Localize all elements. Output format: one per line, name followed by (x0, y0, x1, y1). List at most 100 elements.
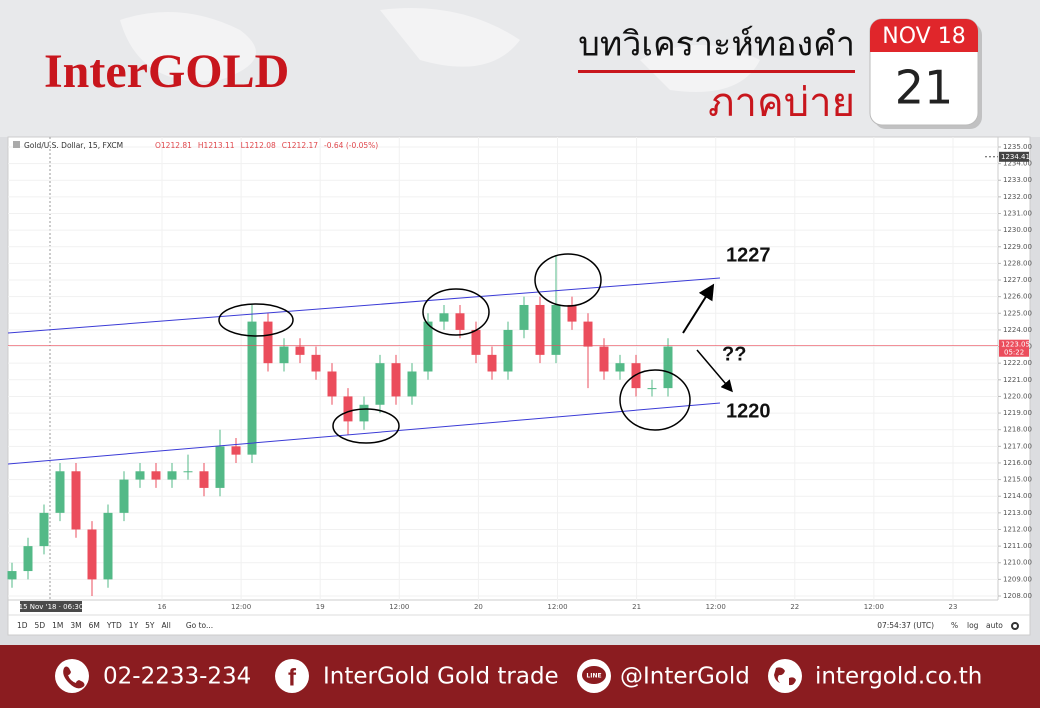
annotation: 1227 (726, 244, 771, 266)
candle-body (359, 404, 369, 422)
x-tick-label: 12:00 (231, 603, 251, 611)
x-tick-label: 12:00 (547, 603, 567, 611)
y-tick-label: 1227.00 (1003, 276, 1032, 284)
globe-icon (768, 659, 802, 693)
high-marker-label: 1234.41 (1001, 153, 1030, 161)
x-tick-label: 12:00 (389, 603, 409, 611)
ohlc-value: L1212.08 (241, 141, 276, 150)
option-button[interactable]: auto (986, 621, 1003, 630)
y-tick-label: 1217.00 (1003, 442, 1032, 450)
candle-body (231, 446, 241, 455)
arrow-up (682, 283, 715, 334)
candle-body (439, 313, 449, 322)
candle-body (391, 363, 401, 397)
candle-body (279, 346, 289, 364)
line: @InterGold (620, 664, 750, 690)
candle-body (519, 304, 529, 330)
y-tick-label: 1221.00 (1003, 376, 1032, 384)
facebook-glyph: f (288, 664, 297, 691)
candle-body (471, 329, 481, 355)
candle-body (183, 471, 193, 473)
last-price-box (999, 339, 1029, 357)
option-button[interactable]: % (951, 621, 958, 630)
annotation: ?? (722, 343, 746, 365)
candle-body (119, 479, 129, 513)
y-tick-label: 1218.00 (1003, 426, 1032, 434)
candle-body (167, 471, 177, 480)
y-tick-label: 1213.00 (1003, 509, 1032, 517)
title-underline (578, 70, 855, 73)
candle-body (407, 371, 417, 397)
range-button[interactable]: 6M (89, 621, 100, 630)
candle-body (199, 471, 209, 488)
y-tick-label: 1222.00 (1003, 359, 1032, 367)
candle-body (87, 529, 97, 580)
phone: 02-2233-234 (103, 664, 251, 690)
candle-body (7, 571, 17, 580)
range-button[interactable]: 1D (17, 621, 28, 630)
ohlc-value: -0.64 (-0.05%) (324, 141, 378, 150)
highlight-circle (218, 303, 294, 337)
facebook: InterGold Gold trade (323, 664, 559, 690)
candle-body (647, 388, 657, 390)
candle-body (327, 371, 337, 397)
range-button[interactable]: 1M (52, 621, 63, 630)
line-glyph (582, 666, 606, 684)
y-tick-label: 1210.00 (1003, 559, 1032, 567)
range-button[interactable]: YTD (106, 621, 122, 630)
channel-upper (7, 277, 721, 334)
y-tick-label: 1212.00 (1003, 525, 1032, 533)
footer (0, 645, 1040, 708)
option-button[interactable]: log (967, 621, 979, 630)
candle-body (631, 363, 641, 389)
arrow-down (696, 349, 733, 393)
candle-body (423, 321, 433, 372)
range-button[interactable]: 3M (70, 621, 81, 630)
range-button[interactable]: 5Y (145, 621, 155, 630)
phone-glyph (63, 666, 85, 689)
x-tick-label: 23 (949, 603, 958, 611)
candle-body (535, 304, 545, 355)
y-tick-label: 1232.00 (1003, 193, 1032, 201)
candle-body (295, 346, 305, 355)
candle-body (503, 329, 513, 372)
line-glyph-text: LINE (586, 673, 601, 680)
candle-body (311, 354, 321, 372)
candle-body (599, 346, 609, 372)
x-tick-label: 21 (632, 603, 641, 611)
x-tick-label: 22 (790, 603, 799, 611)
toolbar: 1D 5D 1M 3M 6M YTD 1Y 5Y All Go to... 07:54:37 (UT… (17, 621, 1019, 630)
candle-body (39, 512, 49, 547)
candle-body (343, 396, 353, 422)
chart-panel (7, 136, 1031, 636)
highlight-circle (332, 408, 400, 444)
range-button[interactable]: 1Y (129, 621, 139, 630)
range-button[interactable]: All (162, 621, 171, 630)
y-tick-label: 1220.00 (1003, 392, 1032, 400)
goto-button[interactable]: Go to... (186, 621, 213, 630)
channel-lower (7, 402, 721, 465)
candle-body (23, 546, 33, 572)
x-tick-label: 12:00 (706, 603, 726, 611)
candle-body (103, 512, 113, 580)
candle-body (263, 321, 273, 364)
clock: 07:54:37 (UTC) (877, 621, 934, 630)
y-tick-label: 1216.00 (1003, 459, 1032, 467)
y-tick-label: 1219.00 (1003, 409, 1032, 417)
symbol-icon (13, 141, 20, 148)
range-button[interactable]: 5D (35, 621, 46, 630)
candle-body (487, 354, 497, 372)
ohlc-legend: O1212.81 H1213.11 L1212.08 C1212.17 -0.64 (-… (155, 141, 378, 150)
candle-body (247, 321, 257, 455)
y-tick-label: 1235.00 (1003, 143, 1032, 151)
candle-body (551, 304, 561, 355)
y-tick-label: 1214.00 (1003, 492, 1032, 500)
y-tick-label: 1226.00 (1003, 293, 1032, 301)
y-tick-label: 1211.00 (1003, 542, 1032, 550)
symbol: Gold/U.S. Dollar, 15, FXCM (24, 141, 123, 150)
x-start-box (20, 601, 82, 612)
settings-button[interactable] (1011, 622, 1019, 630)
y-tick-label: 1225.00 (1003, 309, 1032, 317)
x-tick-label: 20 (474, 603, 483, 611)
